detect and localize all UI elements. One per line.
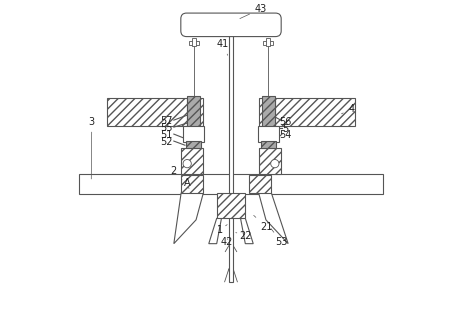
Bar [262, 96, 274, 128]
Bar [229, 31, 233, 282]
Text: 57: 57 [161, 116, 173, 126]
Polygon shape [209, 218, 221, 244]
Bar [107, 98, 187, 126]
Bar [181, 148, 203, 174]
Polygon shape [181, 175, 203, 193]
Text: A: A [184, 179, 191, 189]
FancyBboxPatch shape [181, 13, 281, 37]
Bar [188, 96, 200, 128]
Bar [217, 193, 245, 218]
Bar [190, 98, 203, 126]
Polygon shape [259, 193, 288, 244]
Text: 52: 52 [161, 137, 173, 147]
Text: 1: 1 [217, 225, 227, 235]
Bar [259, 148, 281, 174]
Bar [189, 41, 199, 45]
Bar [186, 141, 201, 148]
Bar [263, 41, 273, 45]
Bar [183, 125, 204, 142]
Polygon shape [174, 193, 203, 244]
Bar [261, 141, 276, 148]
Bar [258, 125, 279, 142]
Text: 55: 55 [161, 123, 173, 133]
Text: 42: 42 [221, 237, 233, 247]
Text: 4: 4 [341, 104, 355, 114]
Circle shape [271, 160, 279, 168]
Bar [192, 39, 196, 47]
Bar [259, 98, 272, 126]
Polygon shape [249, 175, 271, 193]
Text: 53: 53 [271, 228, 288, 247]
Text: 41: 41 [217, 39, 229, 55]
Text: 21: 21 [254, 215, 273, 232]
Bar [79, 174, 383, 195]
Text: 54: 54 [279, 130, 291, 140]
Text: 5: 5 [282, 124, 288, 134]
Text: 2: 2 [170, 167, 182, 180]
Text: 43: 43 [240, 4, 267, 19]
Text: 51: 51 [161, 130, 173, 140]
Text: 3: 3 [89, 116, 95, 179]
Bar [275, 98, 355, 126]
Text: 22: 22 [236, 231, 252, 241]
Circle shape [183, 160, 191, 168]
Polygon shape [241, 218, 253, 244]
Text: 56: 56 [279, 117, 291, 127]
Bar [266, 39, 270, 47]
